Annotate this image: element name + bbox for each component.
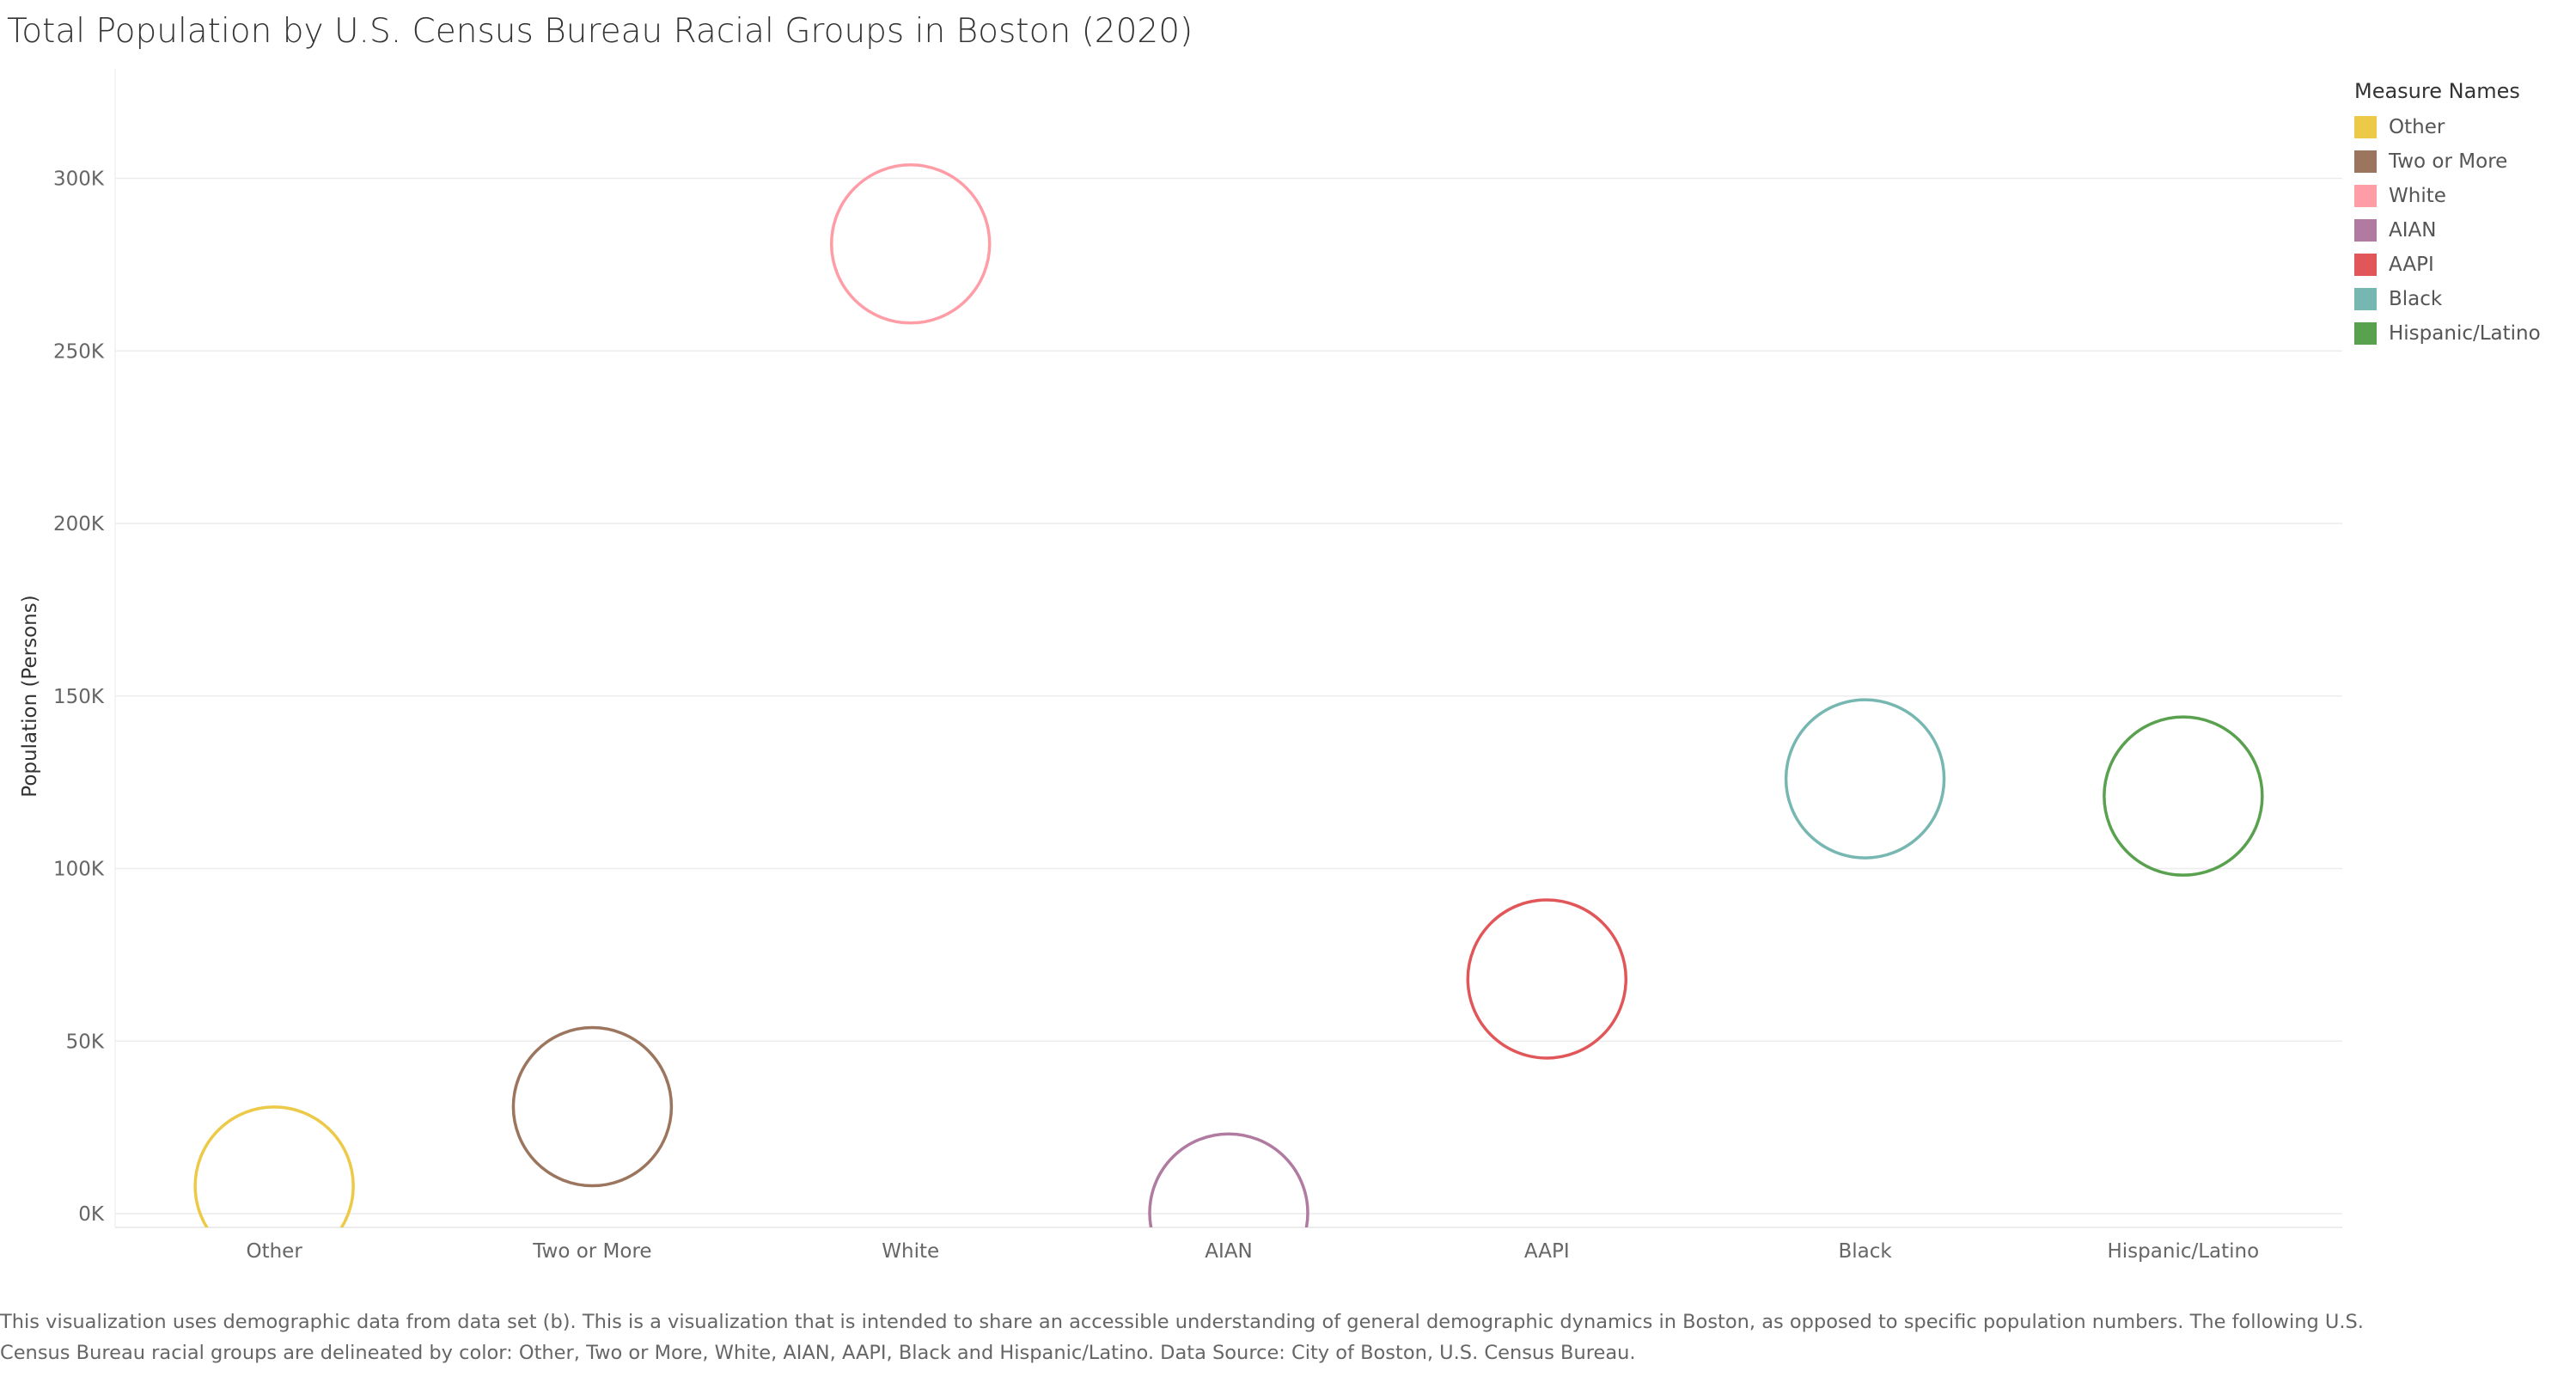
legend-item[interactable]: AAPI bbox=[2354, 248, 2541, 282]
y-tick-label: 50K bbox=[66, 1031, 105, 1053]
gridlines bbox=[114, 69, 2342, 1228]
legend-item[interactable]: Other bbox=[2354, 110, 2541, 144]
y-tick-label: 300K bbox=[53, 168, 105, 191]
y-tick-label: 150K bbox=[53, 686, 105, 708]
chart-title: Total Population by U.S. Census Bureau R… bbox=[7, 12, 1193, 51]
legend-swatch bbox=[2354, 288, 2377, 310]
legend-item[interactable]: Two or More bbox=[2354, 144, 2541, 179]
data-point-hispanic-latino[interactable] bbox=[2103, 715, 2264, 877]
y-tick-label: 250K bbox=[53, 340, 105, 363]
legend-label: Hispanic/Latino bbox=[2389, 322, 2541, 345]
legend-swatch bbox=[2354, 254, 2377, 276]
data-point-other[interactable] bbox=[193, 1105, 355, 1265]
legend-label: Other bbox=[2389, 116, 2445, 138]
legend-swatch bbox=[2354, 219, 2377, 242]
x-axis-ticks: Other Two or More White AIAN AAPI Black Hispan… bbox=[246, 1240, 2259, 1263]
legend-item[interactable]: Hispanic/Latino bbox=[2354, 316, 2541, 351]
legend-item[interactable]: Black bbox=[2354, 282, 2541, 316]
data-point-white[interactable] bbox=[829, 163, 992, 325]
legend-label: White bbox=[2389, 185, 2446, 207]
legend-label: AAPI bbox=[2389, 254, 2434, 276]
data-point-two-or-more[interactable] bbox=[511, 1025, 674, 1188]
legend-swatch bbox=[2354, 322, 2377, 345]
legend-swatch bbox=[2354, 116, 2377, 138]
legend-label: Two or More bbox=[2389, 150, 2508, 173]
y-tick-label: 200K bbox=[53, 513, 105, 535]
legend-item[interactable]: AIAN bbox=[2354, 213, 2541, 248]
legend: Measure Names Other Two or More White AIAN A… bbox=[2354, 79, 2541, 351]
data-point-black[interactable] bbox=[1784, 698, 1946, 860]
x-tick-label: AIAN bbox=[1205, 1240, 1252, 1263]
legend-title: Measure Names bbox=[2354, 79, 2520, 103]
y-axis-ticks: 0K 50K 100K 150K 200K 250K 300K bbox=[53, 168, 105, 1227]
data-point-aapi[interactable] bbox=[1466, 898, 1628, 1060]
caption-text: This visualization uses demographic data… bbox=[0, 1311, 2364, 1364]
legend-swatch bbox=[2354, 185, 2377, 207]
x-tick-label: Black bbox=[1838, 1240, 1892, 1263]
x-tick-label: Hispanic/Latino bbox=[2108, 1240, 2260, 1263]
data-marks bbox=[193, 163, 2264, 1292]
x-tick-label: AAPI bbox=[1524, 1240, 1570, 1263]
legend-item[interactable]: White bbox=[2354, 179, 2541, 213]
legend-swatch bbox=[2354, 150, 2377, 173]
x-tick-label: White bbox=[882, 1240, 939, 1263]
y-axis-label: Population (Persons) bbox=[19, 595, 41, 797]
x-tick-label: Other bbox=[246, 1240, 302, 1263]
legend-label: AIAN bbox=[2389, 219, 2437, 242]
y-tick-label: 0K bbox=[78, 1203, 105, 1226]
legend-items: Other Two or More White AIAN AAPI Black Hispan… bbox=[2354, 110, 2541, 351]
y-tick-label: 100K bbox=[53, 859, 105, 881]
data-point-aian[interactable] bbox=[1148, 1132, 1309, 1292]
legend-label: Black bbox=[2389, 288, 2443, 310]
x-tick-label: Two or More bbox=[532, 1240, 651, 1263]
